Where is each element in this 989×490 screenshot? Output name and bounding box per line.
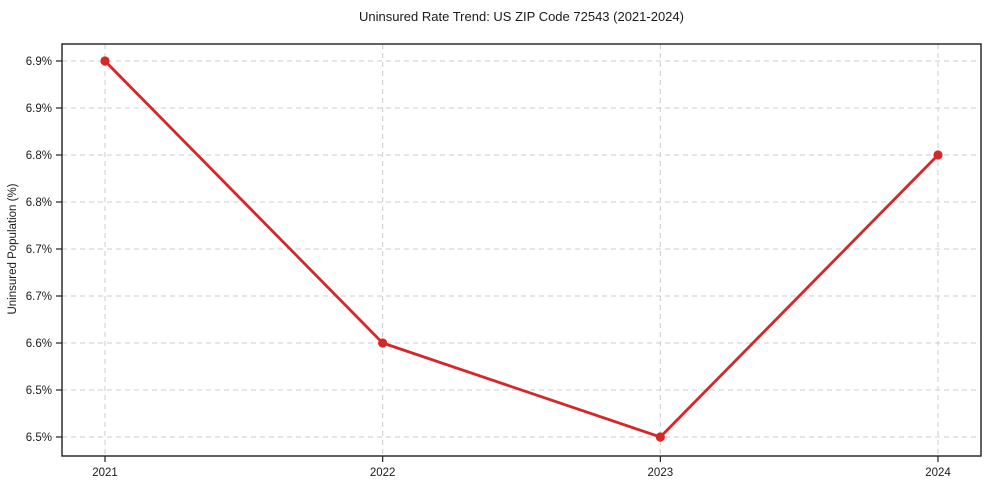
y-tick-label: 6.9%	[26, 56, 52, 68]
y-tick-label: 6.5%	[26, 385, 52, 397]
plot-border	[61, 43, 982, 457]
y-tick-label: 6.8%	[26, 197, 52, 209]
y-tick-label: 6.9%	[26, 103, 52, 115]
series-line	[103, 59, 940, 439]
x-tick-label: 2022	[370, 467, 396, 479]
chart-title: Uninsured Rate Trend: US ZIP Code 72543 …	[359, 9, 684, 24]
axes-spines	[61, 43, 982, 457]
x-tick-label: 2021	[92, 467, 118, 479]
x-tick-label: 2023	[648, 467, 674, 479]
y-tick-label: 6.6%	[26, 338, 52, 350]
y-tick-label: 6.7%	[26, 291, 52, 303]
y-tick-label: 6.5%	[26, 432, 52, 444]
data-series	[100, 56, 943, 442]
gridlines	[62, 44, 981, 456]
y-tick-label: 6.8%	[26, 150, 52, 162]
data-point-marker	[933, 150, 943, 160]
y-tick-label: 6.7%	[26, 244, 52, 256]
data-point-marker	[655, 432, 665, 442]
axis-tick-labels: 6.9% 6.9% 6.8% 6.8% 6.7% 6.7% 6.6% 6.5% 6.5% 2021…	[26, 56, 952, 479]
data-point-marker	[100, 56, 110, 66]
y-axis-label: Uninsured Population (%)	[7, 183, 19, 315]
axis-ticks	[56, 60, 939, 462]
x-tick-label: 2024	[925, 467, 951, 479]
data-point-marker	[378, 338, 388, 348]
